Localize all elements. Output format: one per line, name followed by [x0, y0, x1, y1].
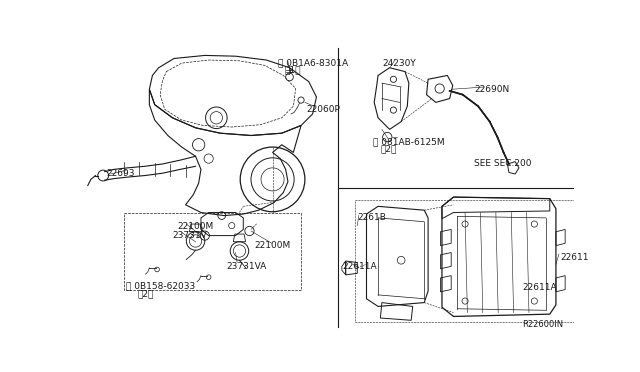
- Text: （2）: （2）: [137, 289, 154, 298]
- Text: 22611: 22611: [561, 253, 589, 262]
- Text: （2）: （2）: [380, 145, 397, 154]
- Text: 22693: 22693: [106, 169, 135, 179]
- Text: 22100M: 22100M: [255, 241, 291, 250]
- Text: R22600IN: R22600IN: [522, 320, 563, 329]
- Text: （1）: （1）: [284, 65, 301, 74]
- Text: 22690N: 22690N: [474, 85, 509, 94]
- Text: 23731V: 23731V: [172, 231, 207, 240]
- Text: 24230Y: 24230Y: [382, 58, 415, 67]
- Text: 22100M: 22100M: [178, 222, 214, 231]
- Text: 22060P: 22060P: [307, 105, 340, 114]
- Text: Ⓑ 0B1A6-8301A: Ⓑ 0B1A6-8301A: [278, 58, 348, 67]
- Text: 23731VA: 23731VA: [227, 262, 267, 271]
- Text: 22611A: 22611A: [522, 283, 557, 292]
- Text: Ⓑ 0B158-62033: Ⓑ 0B158-62033: [126, 282, 195, 291]
- Text: 22611A: 22611A: [342, 262, 376, 271]
- Text: Ⓐ 081AB-6125M: Ⓐ 081AB-6125M: [372, 137, 444, 146]
- Text: SEE SEC.200: SEE SEC.200: [474, 158, 532, 168]
- Text: 2261B: 2261B: [357, 212, 386, 221]
